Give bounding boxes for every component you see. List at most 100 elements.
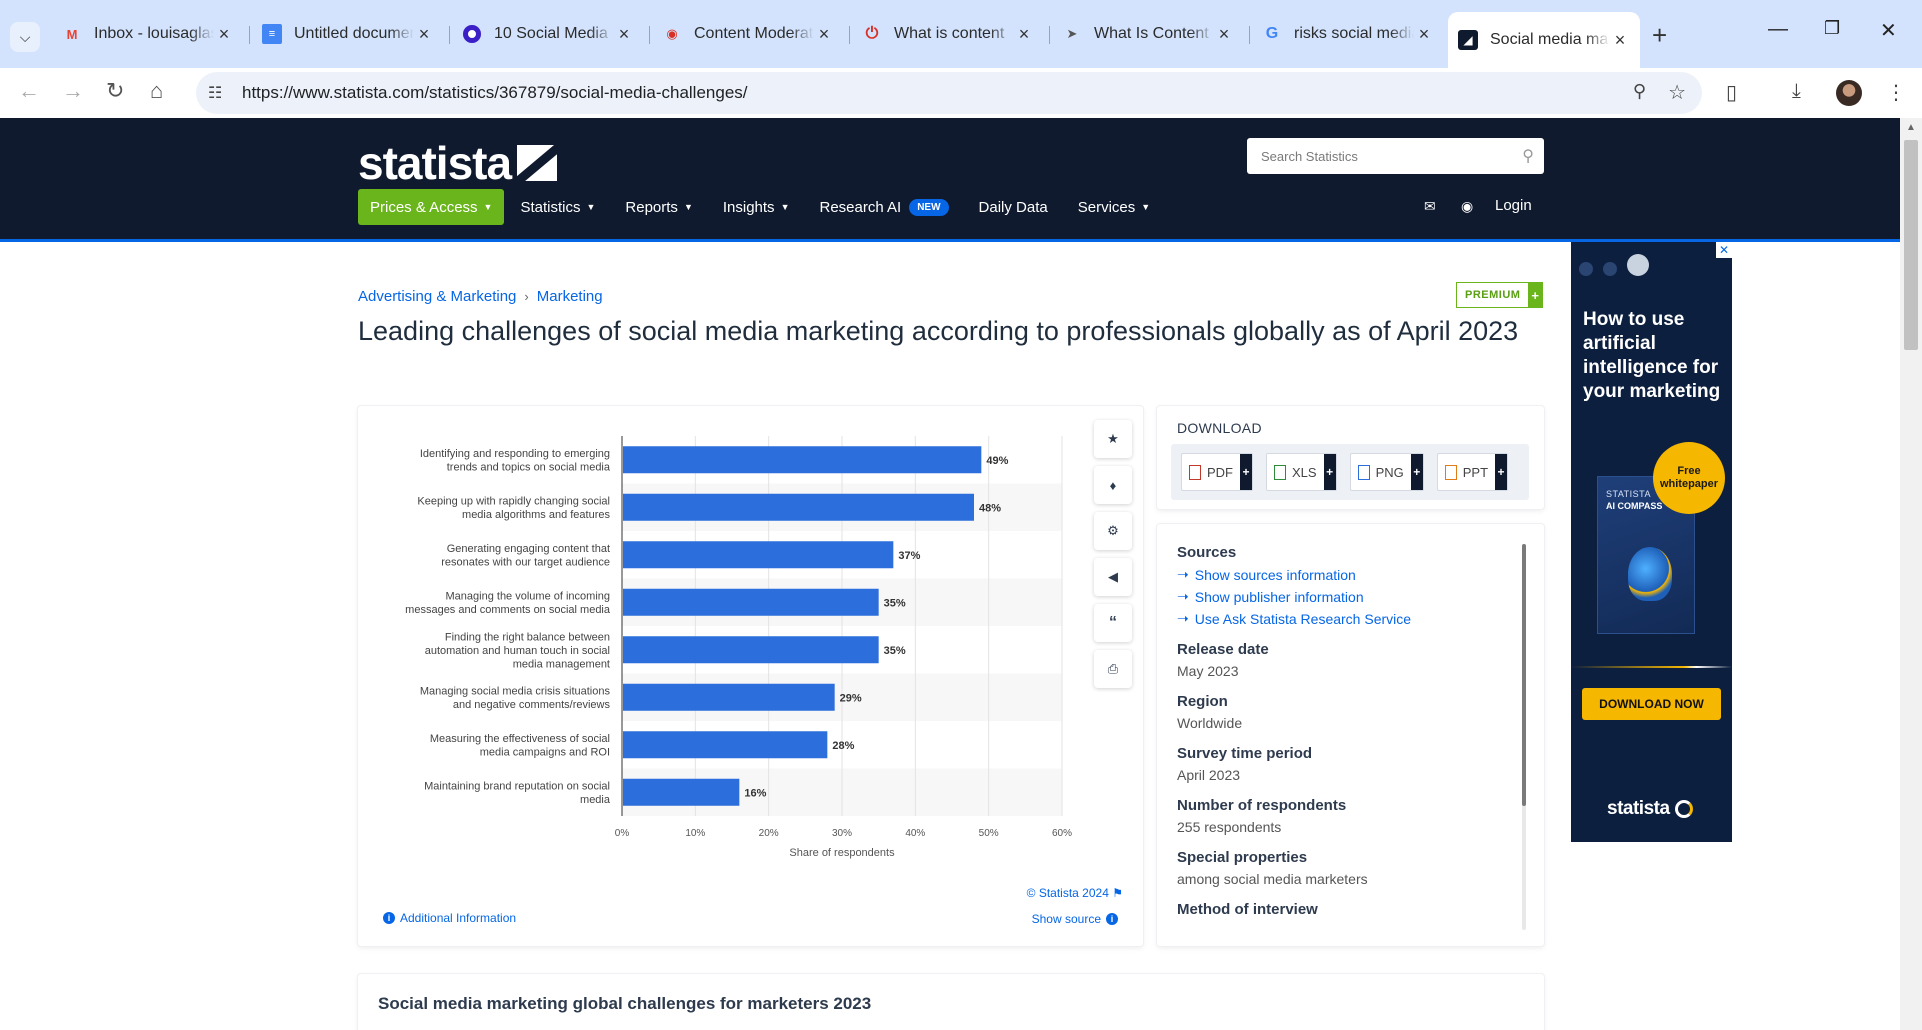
page-scrollbar[interactable]: ▲	[1900, 118, 1922, 1030]
download-card: DOWNLOAD PDF + XLS + PNG + PPT +	[1157, 406, 1544, 509]
close-tab-icon[interactable]: ×	[1418, 23, 1430, 44]
close-window-icon[interactable]: ✕	[1880, 20, 1897, 42]
details-scrollbar[interactable]	[1522, 544, 1526, 930]
download-xls-button[interactable]: XLS +	[1266, 453, 1337, 491]
new-tab-button[interactable]: +	[1652, 20, 1668, 50]
method-heading: Method of interview	[1177, 901, 1318, 918]
url-text[interactable]: https://www.statista.com/statistics/3678…	[242, 83, 748, 102]
tab-content-moderation[interactable]: ◉ Content Moderation ×	[652, 14, 844, 54]
bookmark-star-icon[interactable]: ☆	[1668, 82, 1686, 104]
release-date-heading: Release date	[1177, 641, 1269, 658]
ad-banner[interactable]: ✕ How to use artificial intelligence for…	[1571, 242, 1732, 842]
category-label: Identifying and responding to emerging tr…	[420, 448, 611, 474]
search-input[interactable]	[1247, 138, 1497, 174]
nav-services[interactable]: Services ▼	[1077, 198, 1151, 216]
nav-daily-data[interactable]: Daily Data	[978, 198, 1048, 216]
nav-prices-access[interactable]: Prices & Access ▼	[358, 189, 505, 225]
plus-icon: +	[1323, 454, 1336, 490]
reload-icon[interactable]: ↻	[106, 78, 125, 103]
xls-file-icon	[1274, 464, 1286, 480]
close-tab-icon[interactable]: ×	[618, 23, 630, 44]
download-buttons: PDF + XLS + PNG + PPT +	[1171, 444, 1529, 500]
copyright-link[interactable]: © Statista 2024 ⚑	[1026, 886, 1123, 900]
minimize-icon[interactable]: —	[1768, 18, 1788, 40]
globe-icon[interactable]: ◉	[1461, 198, 1474, 214]
circle-icon	[462, 24, 482, 44]
nav-statistics[interactable]: Statistics ▼	[520, 198, 596, 216]
mail-icon[interactable]: ✉	[1424, 198, 1436, 214]
category-label: Measuring the effectiveness of social med…	[430, 733, 610, 759]
show-sources-link[interactable]: ➝ Show sources information	[1177, 566, 1356, 583]
zoom-icon[interactable]: ⚲	[1632, 81, 1646, 101]
arrow-right-icon: ➝	[1177, 566, 1189, 582]
details-scroll-thumb[interactable]	[1522, 544, 1526, 806]
download-pdf-button[interactable]: PDF +	[1181, 453, 1253, 491]
nav-insights[interactable]: Insights ▼	[722, 198, 790, 216]
close-tab-icon[interactable]: ×	[818, 23, 830, 44]
additional-information-link[interactable]: i Additional Information	[378, 911, 516, 925]
search-icon[interactable]: ⚲	[1522, 148, 1534, 165]
home-icon[interactable]: ⌂	[150, 78, 164, 103]
share-icon[interactable]: ◀	[1094, 558, 1132, 596]
breadcrumb-advertising-marketing[interactable]: Advertising & Marketing	[358, 288, 517, 305]
nav-reports[interactable]: Reports ▼	[625, 198, 693, 216]
description-heading: Social media marketing global challenges…	[378, 994, 872, 1013]
power-icon: ⏻	[865, 25, 879, 42]
tab-what-is-content[interactable]: ⏻ What is content ×	[852, 14, 1044, 54]
statista-logo[interactable]: statista	[358, 136, 558, 190]
favorite-star-icon[interactable]: ★	[1094, 420, 1132, 458]
back-icon[interactable]: ←	[18, 78, 40, 103]
statista-logo-mark-icon	[517, 145, 558, 181]
arrow-right-icon: ➝	[1177, 610, 1189, 626]
close-tab-icon[interactable]: ×	[218, 23, 230, 44]
special-properties-heading: Special properties	[1177, 849, 1308, 866]
premium-badge[interactable]: PREMIUM +	[1456, 282, 1544, 308]
close-tab-icon[interactable]: ×	[1218, 23, 1230, 44]
page-scroll-thumb[interactable]	[1904, 140, 1918, 350]
nav-research-ai[interactable]: Research AI NEW	[819, 189, 949, 225]
print-icon[interactable]: ⎙	[1094, 650, 1132, 688]
download-ppt-button[interactable]: PPT +	[1436, 453, 1509, 491]
scroll-up-icon[interactable]: ▲	[1906, 122, 1916, 133]
ad-download-button[interactable]: DOWNLOAD NOW	[1582, 688, 1721, 720]
category-label: Managing social media crisis situations a…	[420, 686, 611, 712]
site-info-icon[interactable]: ☷	[208, 85, 223, 102]
forward-icon[interactable]: →	[62, 78, 84, 103]
download-png-button[interactable]: PNG +	[1349, 453, 1424, 491]
extensions-icon[interactable]: ▯	[1726, 82, 1738, 104]
gear-icon[interactable]: ⚙	[1094, 512, 1132, 550]
tab-docs[interactable]: ≡ Untitled document ×	[252, 14, 444, 54]
x-tick-label: 40%	[905, 828, 925, 839]
tab-what-is-content-2[interactable]: ➤ What Is Content ×	[1052, 14, 1244, 54]
close-tab-icon[interactable]: ×	[1018, 23, 1030, 44]
close-tab-icon[interactable]: ×	[1614, 29, 1626, 50]
bar-value-label: 35%	[884, 597, 906, 609]
show-source-link[interactable]: Show source i	[1032, 912, 1123, 926]
breadcrumb-marketing[interactable]: Marketing	[536, 288, 603, 305]
profile-avatar[interactable]	[1836, 80, 1862, 106]
caret-down-icon: ▼	[780, 202, 790, 212]
tab-google-search[interactable]: G risks social media ×	[1252, 14, 1444, 54]
tab-social-media[interactable]: 10 Social Media ×	[452, 14, 644, 54]
category-label: Keeping up with rapidly changing social m…	[417, 496, 610, 522]
login-link[interactable]: Login	[1495, 197, 1532, 214]
close-tab-icon[interactable]: ×	[418, 23, 430, 44]
tab-search-button[interactable]: ⌵	[10, 22, 40, 52]
ask-research-service-link[interactable]: ➝ Use Ask Statista Research Service	[1177, 610, 1412, 627]
tab-gmail[interactable]: M Inbox - louisaglaser ×	[52, 14, 244, 54]
statista-icon: ◢	[1458, 30, 1478, 50]
ad-free-badge: Free whitepaper	[1653, 442, 1725, 514]
show-publisher-link[interactable]: ➝ Show publisher information	[1177, 588, 1364, 605]
restore-icon[interactable]: ❐	[1824, 18, 1841, 38]
address-bar[interactable]: ☷ https://www.statista.com/statistics/36…	[196, 72, 1702, 114]
main-nav: Prices & Access ▼ Statistics ▼ Reports ▼ In…	[358, 189, 1180, 225]
x-tick-label: 30%	[832, 828, 852, 839]
tab-statista-active[interactable]: ◢ Social media marketing ×	[1448, 12, 1640, 68]
bell-icon[interactable]: ♦	[1094, 466, 1132, 504]
category-label: Finding the right balance between automat…	[425, 631, 610, 670]
quote-icon[interactable]: “	[1094, 604, 1132, 642]
download-icon[interactable]: ⤓	[1792, 80, 1801, 102]
bar	[623, 683, 835, 711]
menu-kebab-icon[interactable]: ⋮	[1886, 82, 1906, 104]
ad-close-icon[interactable]: ✕	[1716, 242, 1732, 258]
